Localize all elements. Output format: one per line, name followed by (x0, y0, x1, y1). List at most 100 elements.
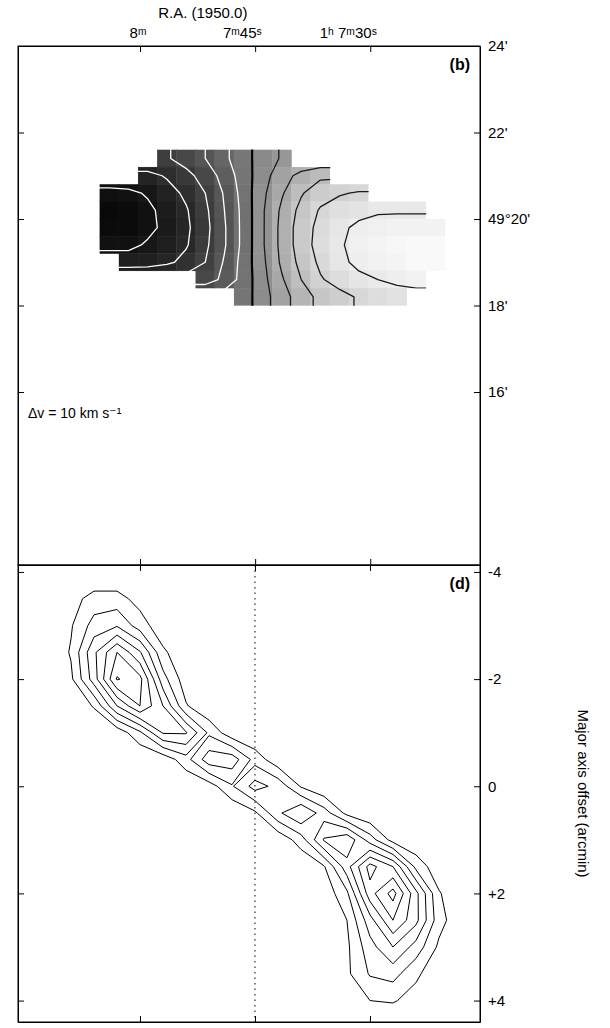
annotation: Δv = 10 km s⁻¹ (28, 405, 122, 421)
tick-mark (18, 392, 24, 393)
tick-mark (18, 1001, 24, 1002)
contour (81, 133, 465, 323)
tick: -4 (474, 563, 501, 580)
tick (370, 565, 371, 571)
panel (18, 46, 480, 565)
cell (215, 184, 234, 201)
contour (312, 192, 464, 323)
cell (407, 219, 426, 236)
tick-mark (18, 133, 24, 134)
cell (119, 219, 138, 236)
cell (176, 219, 195, 236)
tick-mark (370, 1016, 371, 1022)
axis-line (19, 1022, 481, 1023)
tick (140, 559, 141, 565)
cell (388, 288, 407, 305)
tick-mark (140, 46, 141, 52)
panel-label: (b) (450, 56, 470, 73)
tick (18, 392, 24, 393)
tick: 24' (474, 37, 508, 54)
axis-line (19, 46, 481, 47)
tick (18, 572, 24, 573)
cell (138, 219, 157, 236)
axis-title: Major axis offset (arcmin) (575, 709, 592, 877)
reference-line (254, 565, 255, 1022)
cell (330, 254, 349, 271)
cell (100, 202, 119, 219)
tick-mark (474, 306, 480, 307)
contour (252, 133, 464, 323)
cell (234, 288, 253, 305)
cell (426, 254, 445, 271)
cell (330, 288, 349, 305)
cell (388, 254, 407, 271)
tick-label: 8ᵐ (130, 24, 147, 41)
tick: +2 (474, 885, 505, 902)
tick: 8ᵐ (130, 24, 147, 52)
tick-mark (140, 1016, 141, 1022)
tick-mark (474, 1001, 480, 1002)
contour (344, 214, 464, 288)
cell (196, 271, 215, 288)
tick (18, 1001, 24, 1002)
y-axis-right: -4-20+2+4 (474, 563, 505, 1022)
tick-mark (474, 679, 480, 680)
cell (349, 288, 368, 305)
tick: 7ᵐ45ˢ (223, 24, 262, 52)
cell (215, 167, 234, 184)
cell (426, 236, 445, 253)
cell (119, 202, 138, 219)
cell (138, 202, 157, 219)
tick: 16' (474, 383, 508, 400)
tick-mark (18, 893, 24, 894)
tick-label: 24' (488, 37, 508, 54)
cell (234, 167, 253, 184)
cell (138, 254, 157, 271)
cell (407, 202, 426, 219)
cell (196, 219, 215, 236)
cell (234, 219, 253, 236)
tick-label: 7ᵐ45ˢ (223, 24, 262, 41)
cell (388, 202, 407, 219)
contour (81, 133, 465, 323)
tick-mark (255, 565, 256, 571)
tick: -2 (474, 670, 501, 687)
cell (292, 288, 311, 305)
cell (311, 254, 330, 271)
tick-label: -2 (488, 670, 501, 687)
cell (349, 236, 368, 253)
contour (87, 626, 426, 963)
cell (234, 150, 253, 167)
tick-mark (255, 559, 256, 565)
tick: 22' (474, 124, 508, 141)
cell (196, 236, 215, 253)
cell (119, 184, 138, 201)
x-axis-top (19, 565, 481, 571)
tick (370, 1016, 371, 1022)
cell (157, 236, 176, 253)
contour (116, 677, 396, 901)
tick (255, 1016, 256, 1022)
y-axis-left (18, 566, 24, 1023)
contour (264, 133, 464, 323)
figure: 8ᵐ7ᵐ45ˢ1ʰ 7ᵐ30ˢ24'22'49°20'18'16'(b)R.A.… (0, 0, 610, 1028)
cell (253, 184, 272, 201)
cell (253, 150, 272, 167)
tick (18, 893, 24, 894)
cell (330, 219, 349, 236)
tick-mark (255, 46, 256, 52)
cell (368, 288, 387, 305)
tick-mark (474, 219, 480, 220)
tick (140, 1016, 141, 1022)
tick: 1ʰ 7ᵐ30ˢ (320, 24, 377, 52)
tick: 18' (474, 297, 508, 314)
tick: 0 (474, 778, 496, 795)
tick-label: 18' (488, 297, 508, 314)
tick-mark (18, 306, 24, 307)
cell (157, 202, 176, 219)
contour (278, 168, 464, 323)
tick-mark (370, 46, 371, 52)
contour (69, 591, 447, 1003)
cell (388, 219, 407, 236)
cell (349, 202, 368, 219)
